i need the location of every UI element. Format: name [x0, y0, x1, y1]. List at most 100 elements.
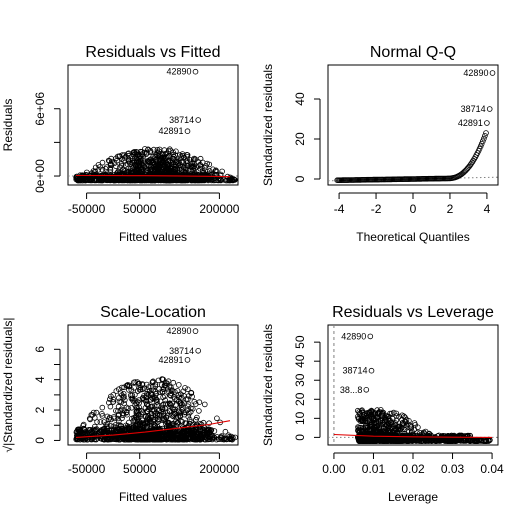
- y-tick-label: 6e+06: [33, 92, 47, 126]
- data-point: [175, 391, 182, 398]
- data-point: [191, 398, 198, 405]
- data-point: [77, 176, 83, 182]
- data-point: [96, 429, 103, 435]
- data-point: [131, 379, 137, 386]
- data-point: [408, 425, 415, 432]
- data-point: [184, 432, 191, 439]
- data-point: [183, 172, 190, 178]
- data-point: [147, 390, 154, 397]
- data-point: [388, 419, 395, 426]
- data-point: [153, 391, 160, 397]
- data-point: [392, 422, 399, 429]
- data-point: [227, 436, 234, 442]
- data-point: [172, 177, 179, 183]
- data-point: [134, 435, 141, 442]
- data-point: [447, 437, 454, 444]
- data-point: [174, 431, 181, 438]
- data-point: [190, 156, 197, 163]
- data-point: [144, 150, 150, 156]
- data-point: [119, 429, 126, 436]
- data-point: [196, 408, 202, 414]
- data-point: [73, 429, 80, 436]
- y-tick-label: 20: [293, 132, 307, 146]
- data-point: [83, 172, 89, 178]
- data-point: [89, 412, 96, 418]
- data-point: [175, 419, 181, 426]
- data-point: [166, 400, 173, 407]
- data-point: [89, 434, 96, 440]
- data-point: [396, 413, 402, 420]
- data-point: [159, 404, 166, 411]
- plot-frame: [327, 324, 499, 446]
- data-point: [387, 436, 394, 443]
- data-point: [231, 176, 237, 183]
- x-tick-label: 0.01: [362, 462, 386, 476]
- data-point: [113, 407, 119, 414]
- data-point: [142, 173, 148, 180]
- data-point: [126, 159, 133, 166]
- data-point: [173, 414, 180, 420]
- data-point: [372, 410, 378, 416]
- data-point: [164, 428, 170, 434]
- data-point: [429, 438, 435, 444]
- x-tick-label: 200000: [199, 202, 239, 216]
- data-point: [214, 415, 220, 422]
- data-point: [177, 152, 183, 158]
- outlier-label: 38714: [461, 104, 486, 114]
- data-point: [181, 411, 188, 418]
- data-point: [115, 168, 122, 175]
- data-point: [146, 158, 152, 164]
- data-point: [151, 403, 158, 409]
- data-point: [115, 412, 121, 419]
- y-tick-label: 30: [293, 373, 307, 387]
- data-point: [104, 164, 110, 170]
- data-point: [204, 172, 211, 178]
- data-point: [131, 416, 138, 423]
- data-point: [188, 390, 195, 396]
- data-point: [145, 406, 152, 413]
- y-tick-label: 4: [33, 376, 47, 383]
- data-point: [108, 427, 114, 434]
- data-point: [173, 148, 179, 155]
- data-point: [216, 175, 222, 181]
- data-point: [222, 435, 228, 442]
- data-point: [192, 68, 199, 75]
- x-tick-label: 2: [447, 202, 454, 216]
- data-point: [358, 417, 365, 424]
- data-point: [145, 412, 152, 419]
- data-point: [110, 399, 116, 405]
- chart-title: Residuals vs Leverage: [332, 304, 494, 321]
- data-point: [160, 150, 167, 157]
- data-point: [154, 399, 160, 405]
- data-point: [124, 382, 130, 389]
- data-point: [362, 423, 369, 429]
- x-axis-label: Fitted values: [119, 490, 187, 504]
- data-point: [97, 164, 103, 170]
- data-point: [155, 377, 162, 384]
- x-tick-label: 50000: [123, 462, 157, 476]
- data-point: [136, 407, 142, 414]
- data-point: [482, 133, 488, 139]
- data-point: [163, 400, 169, 407]
- data-point: [202, 401, 208, 408]
- x-tick-label: -4: [334, 202, 345, 216]
- y-tick-label: 40: [293, 354, 307, 368]
- data-point: [95, 177, 102, 184]
- data-point: [181, 154, 187, 161]
- data-point: [158, 435, 165, 442]
- data-point: [100, 428, 107, 435]
- data-point: [78, 435, 85, 442]
- data-point: [478, 141, 485, 147]
- data-point: [121, 384, 127, 391]
- data-point: [174, 167, 181, 173]
- data-point: [113, 388, 120, 394]
- data-point: [194, 414, 200, 421]
- data-point: [153, 156, 160, 162]
- data-point: [150, 383, 156, 390]
- x-tick-label: 0.04: [480, 462, 504, 476]
- data-point: [120, 394, 127, 401]
- data-point: [134, 398, 141, 405]
- y-tick-label: 0: [293, 175, 307, 182]
- data-point: [158, 436, 164, 442]
